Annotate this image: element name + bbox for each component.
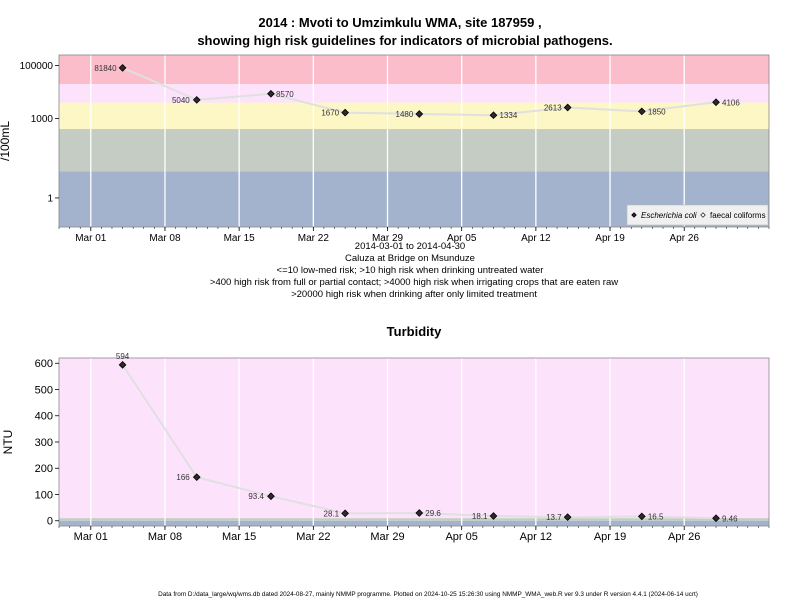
- data-point-7: [637, 512, 646, 521]
- x-tick-label-3: Mar 22: [296, 531, 330, 543]
- data-point-2: [267, 492, 275, 501]
- risk-band-4: [59, 55, 769, 85]
- data-point-0: [118, 63, 127, 72]
- chart1-title-line1: 2014 : Mvoti to Umzimkulu WMA, site 1879…: [258, 15, 541, 30]
- y-axis-label: /100mL: [0, 121, 12, 161]
- x-tick-label-6: Apr 12: [521, 233, 551, 244]
- data-point-4: [415, 509, 424, 517]
- y-tick-label-2: 100000: [20, 61, 54, 72]
- data-label-1: 166: [176, 473, 190, 482]
- risk-band-2: [59, 358, 769, 519]
- data-point-4: [415, 110, 424, 118]
- y-tick-label-4: 400: [35, 411, 53, 423]
- data-point-6: [563, 103, 572, 112]
- risk-band-1: [59, 518, 769, 521]
- data-label-7: 1850: [648, 107, 666, 116]
- y-axis-label: NTU: [1, 430, 15, 455]
- chart1-caption-line4: >400 high risk from full or partial cont…: [210, 277, 618, 288]
- risk-band-1: [59, 129, 769, 172]
- x-tick-label-8: Apr 26: [669, 233, 699, 244]
- chart1-caption-line2: Caluza at Bridge on Msunduze: [345, 253, 475, 264]
- x-tick-label-6: Apr 12: [520, 531, 552, 543]
- legend-box: [626, 204, 769, 226]
- x-tick-label-0: Mar 01: [74, 531, 108, 543]
- data-point-6: [563, 513, 572, 522]
- data-label-8: 9.46: [722, 514, 738, 523]
- x-tick-label-7: Apr 19: [594, 531, 626, 543]
- legend: Escherichia coli faecal coliforms: [626, 204, 769, 226]
- y-tick-label-1: 1000: [31, 114, 54, 125]
- data-point-7: [637, 107, 646, 116]
- data-label-4: 1480: [396, 110, 414, 119]
- data-point-2: [267, 89, 275, 98]
- data-point-8: [712, 98, 720, 107]
- data-label-3: 1670: [321, 109, 339, 118]
- data-label-4: 29.6: [425, 509, 441, 518]
- data-label-0: 81840: [94, 64, 117, 73]
- data-point-3: [341, 108, 349, 117]
- legend-marker-faecal: [700, 212, 706, 218]
- chart1-title-line2: showing high risk guidelines for indicat…: [197, 33, 612, 48]
- x-tick-label-2: Mar 15: [224, 233, 256, 244]
- y-tick-label-6: 600: [35, 358, 53, 370]
- plot-frame: [58, 54, 770, 228]
- chart1-caption-line5: >20000 high risk when drinking after onl…: [291, 289, 537, 300]
- chart1-caption-line3: <=10 low-med risk; >10 high risk when dr…: [277, 265, 544, 276]
- y-tick-label-1: 100: [35, 489, 53, 501]
- data-label-6: 2613: [544, 103, 562, 112]
- turbidity-plot-area: Mar 01 Mar 08 Mar 15 Mar 22 Mar 29 Apr 05 Apr …: [1, 352, 770, 543]
- x-tick-label-4: Mar 29: [370, 531, 404, 543]
- data-point-3: [341, 509, 349, 518]
- data-label-2: 8570: [276, 90, 294, 99]
- x-tick-label-1: Mar 08: [148, 531, 182, 543]
- x-tick-label-4: Mar 29: [372, 233, 404, 244]
- data-point-5: [489, 512, 498, 520]
- legend-label-faecal: faecal coliforms: [710, 211, 766, 220]
- legend-marker-ecoli: [631, 212, 637, 218]
- data-point-1: [192, 473, 201, 482]
- risk-band-2: [59, 102, 769, 130]
- data-label-2: 93.4: [248, 492, 264, 501]
- x-tick-label-3: Mar 22: [298, 233, 330, 244]
- x-tick-label-1: Mar 08: [149, 233, 181, 244]
- data-label-8: 4106: [722, 98, 740, 107]
- y-tick-label-0: 1: [47, 193, 53, 204]
- data-label-0: 594: [116, 352, 130, 361]
- risk-band-3: [59, 84, 769, 103]
- data-label-5: 1334: [499, 111, 517, 120]
- x-tick-label-0: Mar 01: [75, 233, 107, 244]
- data-label-3: 28.1: [324, 509, 340, 518]
- legend-label-ecoli: Escherichia coli: [641, 211, 697, 220]
- data-label-6: 13.7: [546, 513, 562, 522]
- y-tick-label-3: 300: [35, 437, 53, 449]
- data-point-1: [192, 96, 201, 104]
- x-tick-label-8: Apr 26: [668, 531, 700, 543]
- data-label-5: 18.1: [472, 512, 488, 521]
- x-tick-label-7: Apr 19: [595, 233, 625, 244]
- ecoli-plot-area: Mar 01 Mar 08 Mar 15 Mar 22 Mar 29 Apr 05 Apr …: [0, 54, 770, 244]
- footer-note: Data from D:/data_large/wq/wms.db dated …: [158, 591, 698, 598]
- y-tick-label-0: 0: [47, 516, 53, 528]
- chart2-title: Turbidity: [387, 324, 442, 339]
- x-tick-label-5: Apr 05: [445, 531, 477, 543]
- data-point-8: [712, 514, 720, 523]
- data-label-1: 5040: [172, 96, 190, 105]
- risk-band-0: [59, 520, 769, 526]
- data-label-7: 16.5: [648, 512, 664, 521]
- y-tick-label-5: 500: [35, 384, 53, 396]
- chart1-caption-line1: 2014-03-01 to 2014-04-30: [355, 241, 465, 252]
- x-tick-label-2: Mar 15: [222, 531, 256, 543]
- y-tick-label-2: 200: [35, 463, 53, 475]
- data-point-5: [489, 111, 498, 120]
- data-point-0: [118, 360, 127, 369]
- x-tick-label-5: Apr 05: [447, 233, 477, 244]
